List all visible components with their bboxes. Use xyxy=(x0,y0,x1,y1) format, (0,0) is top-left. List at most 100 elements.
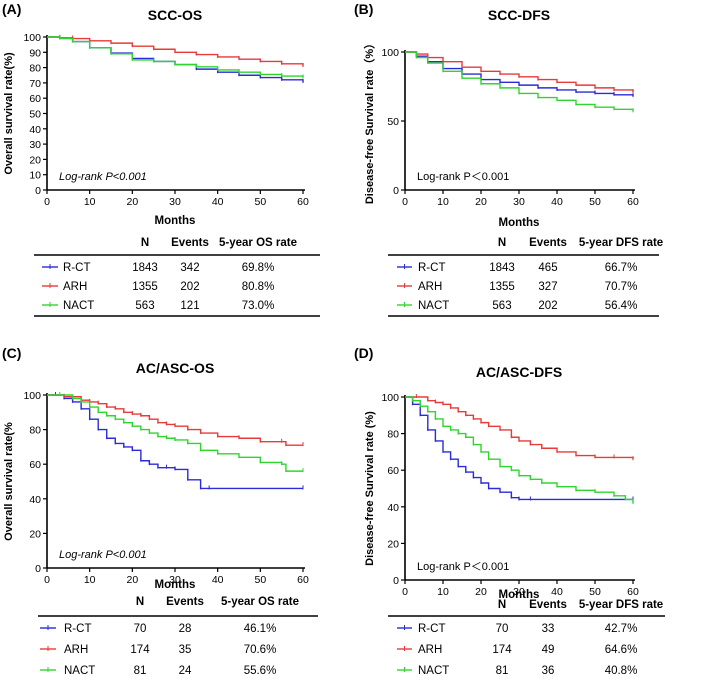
table-header: 5-year OS rate xyxy=(219,237,297,249)
table-row-name: R-CT xyxy=(63,262,90,274)
table-header: 5-year DFS rate xyxy=(579,237,663,249)
y-tick-label: 20 xyxy=(29,528,41,540)
x-tick-label: 40 xyxy=(212,196,224,208)
logrank-annotation: Log-rank P＜0.001 xyxy=(417,171,509,183)
x-tick-label: 0 xyxy=(402,586,408,598)
x-tick-label: 20 xyxy=(126,574,138,586)
x-tick-label: 30 xyxy=(169,574,181,586)
x-tick-label: 10 xyxy=(437,586,449,598)
table-cell-n: 174 xyxy=(492,644,512,656)
table-cell-n: 81 xyxy=(134,665,147,677)
x-tick-label: 60 xyxy=(627,586,639,598)
table-cell-n: 563 xyxy=(492,300,511,312)
table-header: Events xyxy=(166,596,204,608)
table-header: N xyxy=(498,599,506,611)
y-tick-label: 80 xyxy=(387,429,399,441)
table-cell-n: 1355 xyxy=(132,281,158,293)
panel-label: (A) xyxy=(2,1,21,17)
y-tick-label: 50 xyxy=(29,109,41,121)
panel-c: (C) AC/ASC-OS 0 10 20 30 40 50 60 0 20 40 60 80 100 Mon… xyxy=(2,345,318,677)
x-tick-label: 50 xyxy=(589,196,601,208)
y-tick-label: 40 xyxy=(29,494,41,506)
table-cell-rate: 64.6% xyxy=(605,644,638,656)
logrank-annotation: Log-rank P<0.001 xyxy=(59,549,147,561)
y-tick-label: 100 xyxy=(381,47,399,59)
x-tick-label: 10 xyxy=(437,196,449,208)
y-tick-label: 90 xyxy=(29,47,41,59)
table-header: 5-year DFS rate xyxy=(579,599,663,611)
table-row-name: R-CT xyxy=(418,623,445,635)
y-tick-label: 0 xyxy=(393,185,399,197)
y-tick-label: 100 xyxy=(381,392,399,404)
y-tick-label: 60 xyxy=(387,465,399,477)
x-tick-label: 30 xyxy=(513,586,525,598)
y-tick-label: 0 xyxy=(393,575,399,587)
table-header: N xyxy=(498,237,506,249)
table-row-name: NACT xyxy=(64,665,95,677)
table-cell-events: 327 xyxy=(538,281,557,293)
y-tick-label: 30 xyxy=(29,139,41,151)
y-tick-label: 40 xyxy=(29,124,41,136)
x-tick-label: 50 xyxy=(254,574,266,586)
x-tick-label: 50 xyxy=(589,586,601,598)
table-cell-events: 33 xyxy=(542,623,555,635)
chart-title: SCC-DFS xyxy=(488,7,550,23)
chart-title: AC/ASC-DFS xyxy=(476,364,562,380)
table-cell-n: 1355 xyxy=(489,281,515,293)
table-row-name: ARH xyxy=(63,281,87,293)
x-tick-label: 0 xyxy=(44,196,50,208)
series-line-arh xyxy=(405,396,634,460)
table-cell-rate: 46.1% xyxy=(244,623,277,635)
table-cell-events: 121 xyxy=(180,300,199,312)
table-cell-n: 81 xyxy=(496,665,509,677)
table-cell-events: 35 xyxy=(179,644,192,656)
chart-title: AC/ASC-OS xyxy=(136,360,215,376)
table-cell-events: 49 xyxy=(542,644,555,656)
y-axis-title: Disease-free Survival rate（%） xyxy=(363,38,376,204)
x-tick-label: 50 xyxy=(254,196,266,208)
table-cell-n: 1843 xyxy=(132,262,158,274)
table-header: 5-year OS rate xyxy=(221,596,299,608)
y-tick-label: 80 xyxy=(29,63,41,75)
y-tick-label: 50 xyxy=(387,116,399,128)
x-tick-label: 20 xyxy=(126,196,138,208)
table-cell-n: 174 xyxy=(130,644,150,656)
table-header: N xyxy=(141,237,149,249)
chart-title: SCC-OS xyxy=(148,7,202,23)
series-line-rct xyxy=(405,396,633,501)
panel-b: (B) SCC-DFS 0 10 20 30 40 50 60 0 50 100 Months Disea… xyxy=(354,1,663,317)
y-tick-label: 70 xyxy=(29,78,41,90)
panel-label: (B) xyxy=(354,1,373,17)
x-tick-label: 20 xyxy=(475,586,487,598)
x-tick-label: 60 xyxy=(297,574,309,586)
table-row-name: R-CT xyxy=(418,262,445,274)
table-cell-n: 1843 xyxy=(489,262,515,274)
y-tick-label: 60 xyxy=(29,93,41,105)
x-axis-title: Months xyxy=(499,589,540,601)
table-cell-rate: 69.8% xyxy=(242,262,275,274)
table-header: Events xyxy=(171,237,209,249)
x-axis-title: Months xyxy=(155,579,196,591)
y-tick-label: 100 xyxy=(23,390,41,402)
table-row-name: ARH xyxy=(64,644,88,656)
series-line-nact xyxy=(47,36,304,78)
table-cell-events: 202 xyxy=(180,281,199,293)
table-cell-rate: 80.8% xyxy=(242,281,275,293)
table-cell-rate: 70.6% xyxy=(244,644,277,656)
y-tick-label: 0 xyxy=(35,563,41,575)
series-line-nact xyxy=(405,396,634,504)
panel-d: (D) AC/ASC-DFS 0 10 20 30 40 50 60 0 20 40 60 80 100 Mo… xyxy=(354,345,665,677)
table-cell-n: 70 xyxy=(496,623,509,635)
table-cell-events: 202 xyxy=(538,300,557,312)
x-tick-label: 10 xyxy=(84,574,96,586)
table-cell-rate: 66.7% xyxy=(605,262,638,274)
table-cell-rate: 73.0% xyxy=(242,300,275,312)
table-header: N xyxy=(136,596,144,608)
x-tick-label: 0 xyxy=(402,196,408,208)
table-row-name: NACT xyxy=(63,300,94,312)
x-tick-label: 60 xyxy=(627,196,639,208)
table-cell-events: 342 xyxy=(180,262,199,274)
panel-a: (A) SCC-OS 0 10 20 30 40 50 60 0 10 20 30 40 50 60 70 80 9… xyxy=(2,1,320,317)
x-tick-label: 0 xyxy=(44,574,50,586)
